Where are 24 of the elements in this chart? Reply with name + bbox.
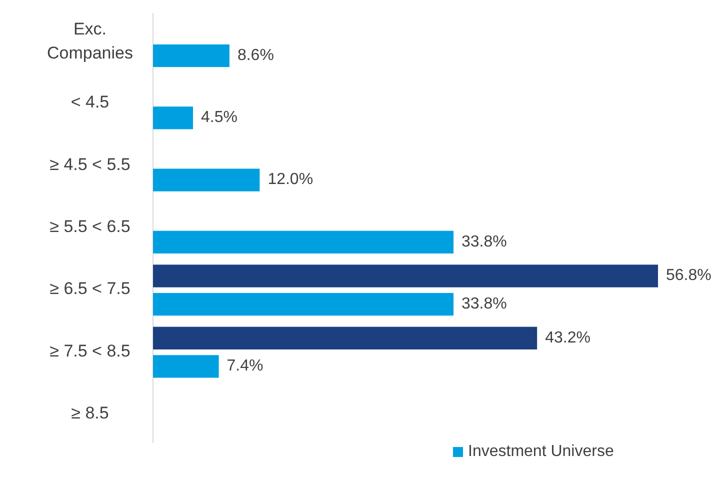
data-label: 4.5% xyxy=(201,109,238,126)
bar xyxy=(153,168,260,192)
bar xyxy=(153,326,538,350)
data-label: 12.0% xyxy=(268,171,314,188)
data-label: 43.2% xyxy=(545,329,590,346)
y-tick-label: ≥ 7.5 < 8.5 xyxy=(50,342,130,361)
data-label: 8.6% xyxy=(237,46,274,64)
y-tick-label: ≥ 6.5 < 7.5 xyxy=(50,280,130,299)
data-label: 33.8% xyxy=(462,233,507,250)
y-tick-label: ≥ 4.5 < 5.5 xyxy=(50,155,130,174)
bar xyxy=(153,292,454,316)
bar xyxy=(153,264,658,288)
data-label: 33.8% xyxy=(462,296,507,313)
legend-label: Investment Universe xyxy=(468,443,614,460)
y-tick-label: ≥ 5.5 < 6.5 xyxy=(50,217,130,236)
bar xyxy=(153,355,219,378)
bar xyxy=(153,106,194,130)
y-tick-label: < 4.5 xyxy=(70,93,110,112)
bar xyxy=(153,44,230,68)
y-tick-label: Exc. Companies xyxy=(47,20,133,64)
bar xyxy=(153,230,454,254)
y-tick-label: ≥ 8.5 xyxy=(71,404,109,423)
data-label: 7.4% xyxy=(226,358,264,375)
data-label: 56.8% xyxy=(666,267,712,284)
